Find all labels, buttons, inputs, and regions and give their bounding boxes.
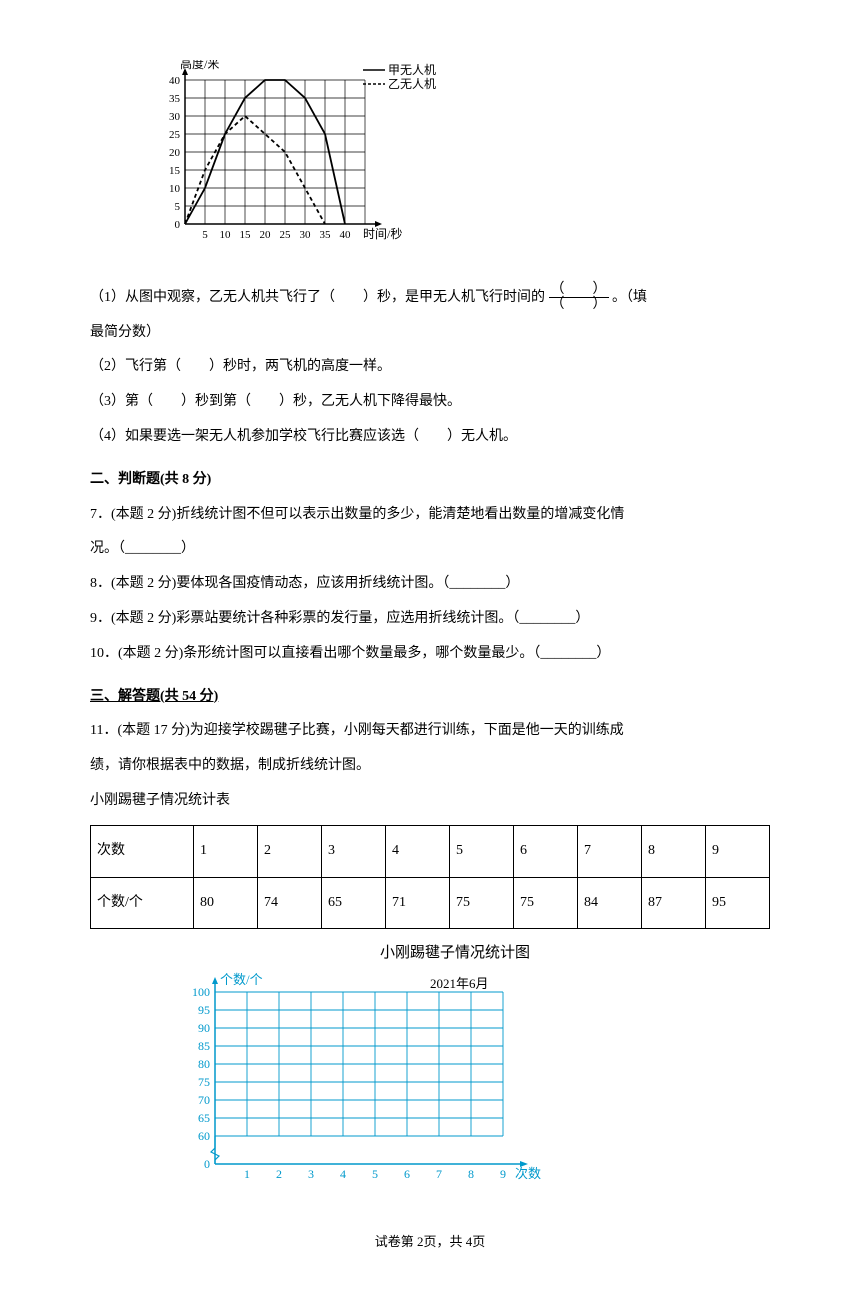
q11b: 绩，请你根据表中的数据，制成折线统计图。 [90, 751, 770, 782]
svg-text:70: 70 [198, 1093, 210, 1107]
svg-text:40: 40 [340, 229, 352, 241]
svg-text:20: 20 [260, 229, 272, 241]
svg-text:0: 0 [204, 1157, 210, 1171]
svg-text:85: 85 [198, 1039, 210, 1053]
svg-text:30: 30 [169, 111, 181, 123]
q7b: 况。（________） [90, 534, 770, 565]
svg-text:3: 3 [308, 1167, 314, 1181]
svg-text:15: 15 [240, 229, 252, 241]
q1-1: （1）从图中观察，乙无人机共飞行了（ ）秒，是甲无人机飞行时间的 （ ） （ ）… [90, 283, 770, 314]
svg-text:5: 5 [372, 1167, 378, 1181]
chart2-ylabel: 个数/个 [220, 972, 263, 987]
table-caption: 小刚踢毽子情况统计表 [90, 786, 770, 817]
svg-text:5: 5 [175, 201, 181, 213]
q1-2: （2）飞行第（ ）秒时，两飞机的高度一样。 [90, 352, 770, 383]
q7: 7．(本题 2 分)折线统计图不但可以表示出数量的多少，能清楚地看出数量的增减变… [90, 500, 770, 531]
shuttlecock-table: 次数 1 2 3 4 5 6 7 8 9 个数/个 80 74 65 71 75… [90, 825, 770, 930]
svg-text:40: 40 [169, 75, 181, 87]
chart2-title: 小刚踢毽子情况统计图 [140, 937, 770, 970]
legend-series1: 甲无人机 [388, 63, 436, 77]
svg-text:35: 35 [320, 229, 332, 241]
svg-text:5: 5 [202, 229, 208, 241]
svg-text:7: 7 [436, 1167, 442, 1181]
svg-text:0: 0 [175, 219, 181, 231]
chart2-xlabel: 次数 [515, 1166, 541, 1181]
svg-text:2: 2 [276, 1167, 282, 1181]
table-row: 个数/个 80 74 65 71 75 75 84 87 95 [91, 877, 770, 929]
svg-text:6: 6 [404, 1167, 410, 1181]
svg-text:1: 1 [244, 1167, 250, 1181]
chart2-date: 2021年6月 [430, 976, 489, 991]
svg-text:10: 10 [220, 229, 232, 241]
svg-text:60: 60 [198, 1129, 210, 1143]
section3-title: 三、解答题(共 54 分) [90, 682, 770, 713]
table-row: 次数 1 2 3 4 5 6 7 8 9 [91, 825, 770, 877]
q1-4: （4）如果要选一架无人机参加学校飞行比赛应该选（ ）无人机。 [90, 422, 770, 453]
svg-text:35: 35 [169, 93, 181, 105]
svg-text:75: 75 [198, 1075, 210, 1089]
svg-text:10: 10 [169, 183, 181, 195]
legend-series2: 乙无人机 [388, 77, 436, 91]
chart1-xlabel: 时间/秒 [363, 227, 402, 241]
svg-text:65: 65 [198, 1111, 210, 1125]
chart1-svg: 高度/米 甲无人机 乙无人机 [150, 60, 450, 250]
svg-text:20: 20 [169, 147, 181, 159]
svg-text:4: 4 [340, 1167, 346, 1181]
section2-title: 二、判断题(共 8 分) [90, 465, 770, 496]
fraction-blank[interactable]: （ ） （ ） [549, 283, 609, 312]
page-footer: 试卷第 2页，共 4页 [90, 1228, 770, 1257]
q9: 9．(本题 2 分)彩票站要统计各种彩票的发行量，应选用折线统计图。（_____… [90, 604, 770, 635]
blank-chart: 个数/个 2021年6月 [180, 970, 770, 1198]
svg-text:30: 30 [300, 229, 312, 241]
q1-3: （3）第（ ）秒到第（ ）秒，乙无人机下降得最快。 [90, 387, 770, 418]
q10: 10．(本题 2 分)条形统计图可以直接看出哪个数量最多，哪个数量最少。（___… [90, 639, 770, 670]
svg-text:25: 25 [280, 229, 292, 241]
q11a: 11．(本题 17 分)为迎接学校踢毽子比赛，小刚每天都进行训练，下面是他一天的… [90, 716, 770, 747]
chart2-svg: 个数/个 2021年6月 [180, 970, 550, 1185]
chart1-ylabel: 高度/米 [180, 60, 219, 71]
svg-text:15: 15 [169, 165, 181, 177]
svg-text:8: 8 [468, 1167, 474, 1181]
svg-text:95: 95 [198, 1003, 210, 1017]
svg-text:9: 9 [500, 1167, 506, 1181]
q8: 8．(本题 2 分)要体现各国疫情动态，应该用折线统计图。（________） [90, 569, 770, 600]
svg-text:90: 90 [198, 1021, 210, 1035]
drone-chart: 高度/米 甲无人机 乙无人机 [150, 60, 770, 263]
svg-text:100: 100 [192, 985, 210, 999]
q1-1-note: 最简分数） [90, 318, 770, 349]
svg-text:25: 25 [169, 129, 181, 141]
svg-text:80: 80 [198, 1057, 210, 1071]
